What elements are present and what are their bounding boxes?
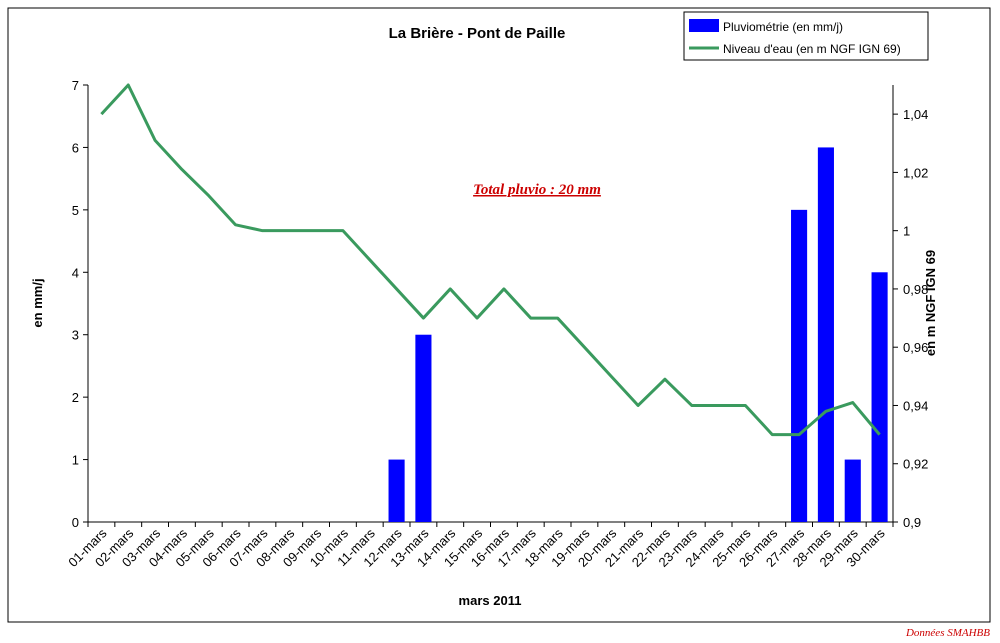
- bar: [871, 272, 888, 522]
- y2-tick-label: 1,04: [903, 107, 928, 122]
- y-tick-label: 3: [72, 328, 79, 343]
- bar: [791, 209, 808, 522]
- y2-tick-label: 0,94: [903, 398, 928, 413]
- legend: [683, 11, 929, 61]
- y-tick-label: 1: [72, 453, 79, 468]
- y2-tick-label: 1,02: [903, 165, 928, 180]
- bar: [415, 334, 432, 522]
- y2-tick-label: 0,96: [903, 340, 928, 355]
- y-tick-label: 4: [72, 265, 79, 280]
- y-tick-label: 5: [72, 203, 79, 218]
- line: [100, 83, 881, 437]
- legend-swatch: [689, 19, 719, 32]
- legend-label: Pluviométrie (en mm/j): [723, 20, 843, 34]
- legend-label: Niveau d'eau (en m NGF IGN 69): [723, 42, 901, 56]
- y-tick-label: 7: [72, 78, 79, 93]
- y2-tick-label: 0,92: [903, 457, 928, 472]
- y2-tick-label: 0,9: [903, 515, 921, 530]
- frame: [7, 7, 991, 623]
- y-axis-label: en mm/j: [30, 278, 45, 327]
- bar: [388, 459, 405, 522]
- y-tick-label: 0: [72, 515, 79, 530]
- y2-axis-label: en m NGF IGN 69: [923, 250, 938, 356]
- chart-title: La Brière - Pont de Paille: [389, 25, 566, 42]
- annotation: Total pluvio : 20 mm: [473, 182, 601, 198]
- y2-tick-label: 0,98: [903, 282, 928, 297]
- bar: [817, 147, 834, 522]
- x-axis-label: mars 2011: [459, 593, 522, 608]
- y2-tick-label: 1: [903, 224, 910, 239]
- y-tick-label: 6: [72, 140, 79, 155]
- y-tick-label: 2: [72, 390, 79, 405]
- bar: [844, 459, 861, 522]
- source: Données SMAHBB: [905, 627, 990, 639]
